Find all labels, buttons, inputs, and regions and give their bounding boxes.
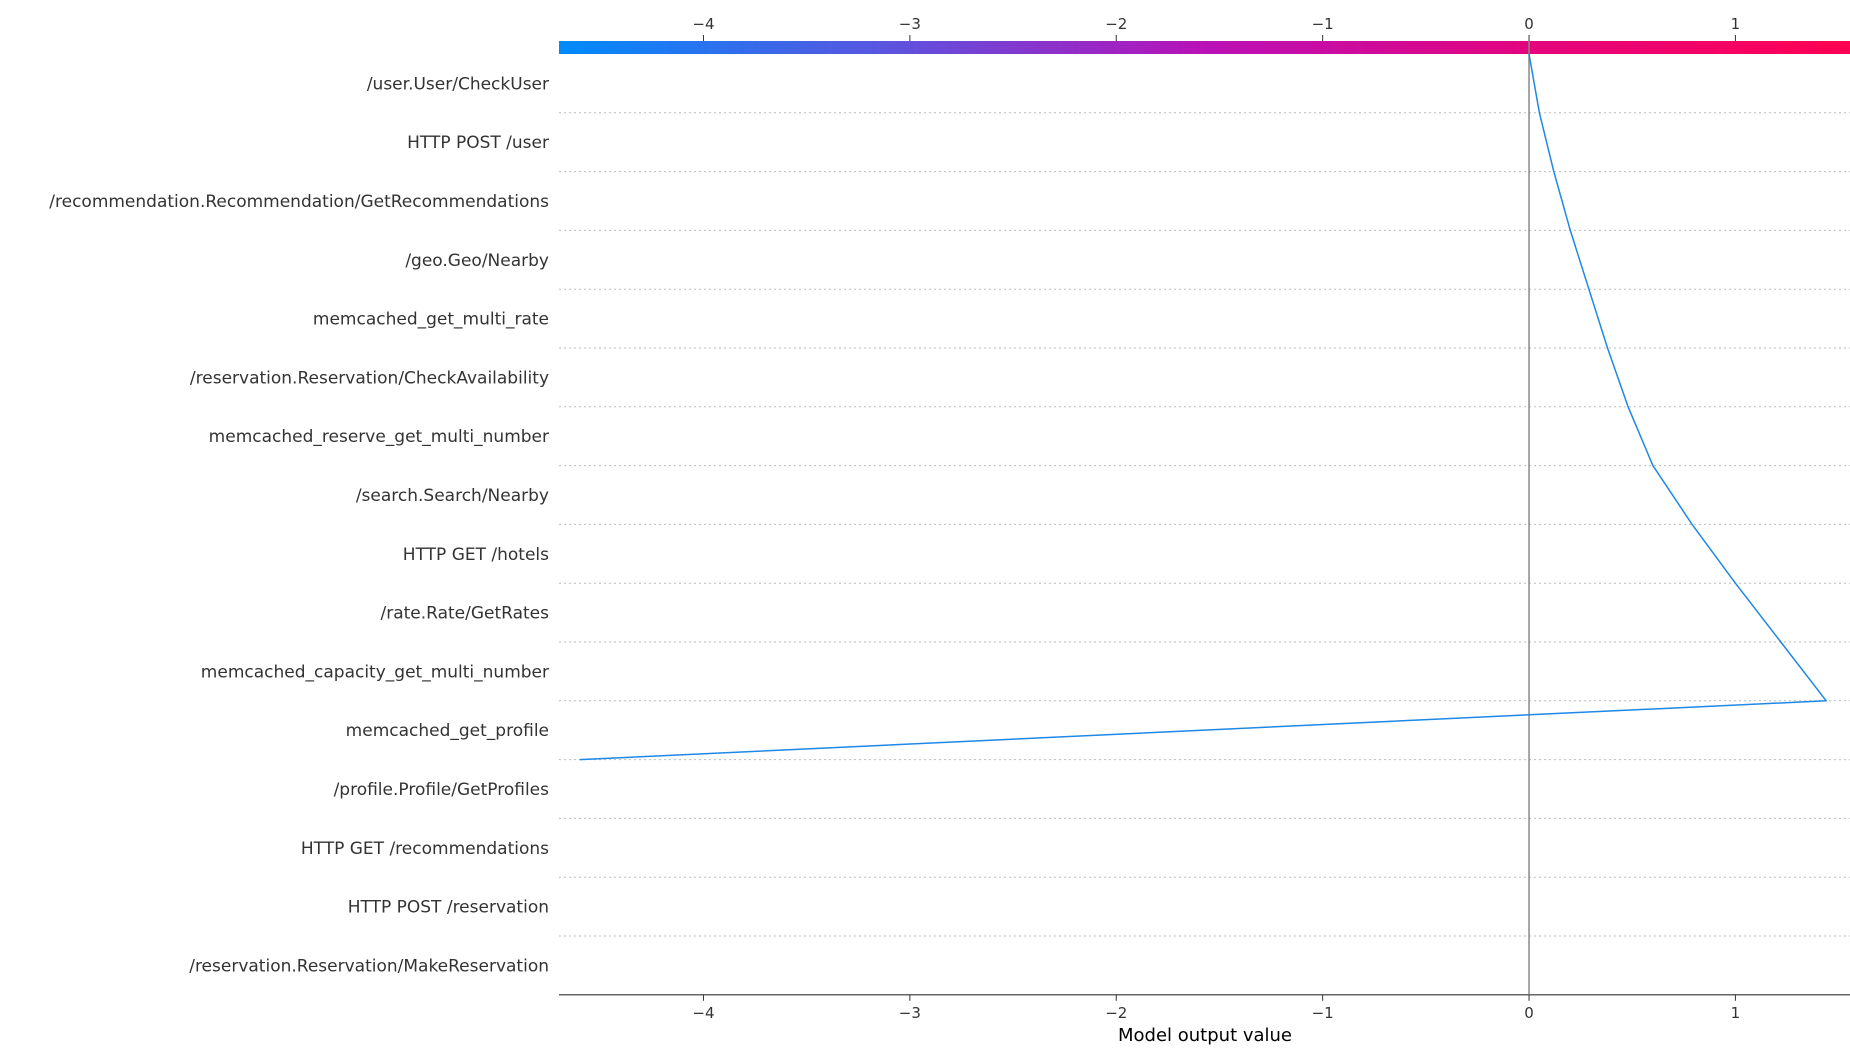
colorbar — [559, 41, 1850, 54]
feature-label: memcached_capacity_get_multi_number — [201, 662, 549, 682]
decision-paths — [579, 53, 1827, 761]
feature-label: memcached_get_multi_rate — [313, 310, 549, 330]
x-axis-title: Model output value — [1118, 1025, 1292, 1046]
bottom-tick-label: −1 — [1312, 1004, 1334, 1022]
top-tick-label: −1 — [1312, 15, 1334, 33]
bottom-tick-label: −3 — [899, 1004, 921, 1022]
top-tick-label: −4 — [692, 15, 714, 33]
feature-label: /profile.Profile/GetProfiles — [334, 780, 550, 800]
feature-label: HTTP GET /recommendations — [301, 839, 549, 859]
feature-label: /reservation.Reservation/MakeReservation — [189, 956, 549, 976]
feature-gridlines — [559, 112, 1850, 937]
bottom-tick-label: 0 — [1524, 1004, 1534, 1022]
bottom-tick-label: −4 — [692, 1004, 714, 1022]
feature-label: HTTP POST /user — [407, 133, 549, 153]
top-tick-label: 1 — [1731, 15, 1741, 33]
top-tick-label: −2 — [1105, 15, 1127, 33]
feature-label: memcached_reserve_get_multi_number — [209, 427, 549, 447]
feature-label: HTTP GET /hotels — [403, 545, 549, 565]
feature-label: /reservation.Reservation/CheckAvailabili… — [190, 368, 549, 388]
top-tick-label: −3 — [899, 15, 921, 33]
colorbar-gradient — [559, 41, 1850, 54]
feature-label: /search.Search/Nearby — [356, 486, 549, 506]
feature-label: /recommendation.Recommendation/GetRecomm… — [49, 192, 549, 212]
feature-labels: /user.User/CheckUser HTTP POST /user/reco… — [49, 74, 549, 976]
x-axis: −4 −4 −3 −3 −2 −2 −1 −1 0 0 1 1 — [559, 15, 1850, 1022]
feature-label: /rate.Rate/GetRates — [380, 604, 549, 624]
bottom-tick-label: −2 — [1105, 1004, 1127, 1022]
feature-label: HTTP POST /reservation — [348, 898, 549, 918]
feature-label: memcached_get_profile — [346, 721, 549, 741]
bottom-tick-label: 1 — [1731, 1004, 1741, 1022]
top-tick-label: 0 — [1524, 15, 1534, 33]
feature-label: /user.User/CheckUser — [367, 74, 549, 94]
feature-label: /geo.Geo/Nearby — [405, 251, 549, 271]
